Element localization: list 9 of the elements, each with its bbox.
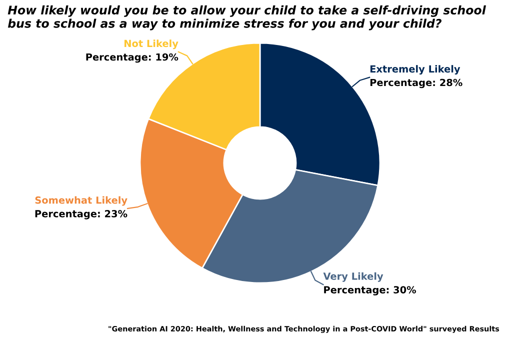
slice-label: Somewhat Likely: [35, 196, 128, 206]
data-label: Percentage: 23%: [35, 210, 128, 220]
slice-label: Not Likely: [124, 40, 178, 50]
chart-title: How likely would you be to allow your child to take a self-driving school bus to school as a way to minimize stress for you and your child?: [8, 5, 486, 30]
data-label: Percentage: 19%: [86, 53, 178, 63]
data-label: Percentage: 28%: [370, 78, 462, 88]
slice-label: Very Likely: [323, 272, 384, 282]
data-label: Percentage: 30%: [324, 286, 416, 296]
slice-label: Extremely Likely: [370, 65, 460, 75]
